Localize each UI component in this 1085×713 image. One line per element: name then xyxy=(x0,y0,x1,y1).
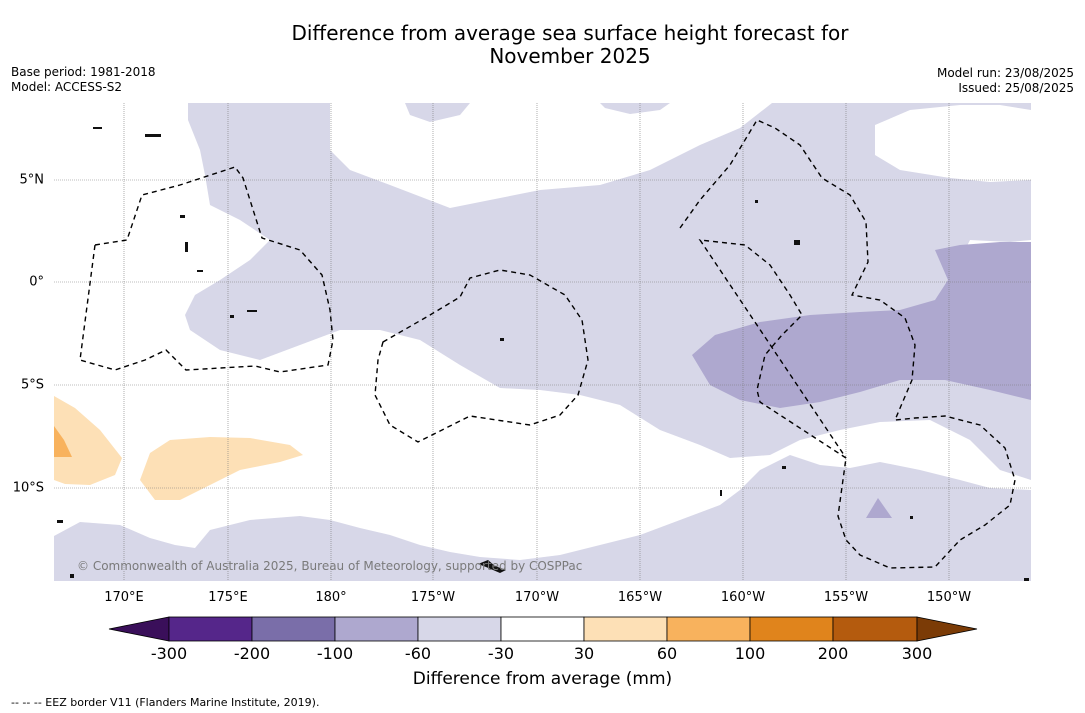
anomaly-region-light-purple xyxy=(405,103,470,122)
longitude-label: 170°W xyxy=(514,590,560,605)
longitude-label: 160°W xyxy=(720,590,766,605)
model-name: Model: ACCESS-S2 xyxy=(11,80,123,94)
colorbar-segment xyxy=(500,616,585,642)
colorbar-segment xyxy=(583,616,668,642)
base-period: Base period: 1981-2018 xyxy=(11,65,156,79)
map-panel xyxy=(54,103,1031,581)
issued-date: Issued: 25/08/2025 xyxy=(958,81,1074,95)
anomaly-region-medium-purple xyxy=(866,498,892,518)
eez-footnote: -- -- -- EEZ border V11 (Flanders Marine… xyxy=(11,696,320,709)
title-line-1: Difference from average sea surface heig… xyxy=(291,21,849,45)
colorbar-tick-label: -60 xyxy=(404,644,432,663)
colorbar-tick-label: -300 xyxy=(150,644,188,663)
colorbar-tick-label: -30 xyxy=(487,644,515,663)
anomaly-region-neutral xyxy=(875,105,1031,182)
anomaly-region-orange xyxy=(54,426,72,457)
colorbar-tick-label: -200 xyxy=(233,644,271,663)
latitude-label: 5°N xyxy=(19,172,45,188)
colorbar-segment xyxy=(251,616,336,642)
colorbar-segment xyxy=(832,616,918,642)
colorbar-tick-label: -100 xyxy=(316,644,354,663)
latitude-label: 10°S xyxy=(12,480,44,496)
colorbar-segment xyxy=(417,616,502,642)
longitude-label: 170°E xyxy=(104,590,144,605)
latitude-label: 5°S xyxy=(20,377,44,393)
colorbar-extend-min xyxy=(108,616,170,642)
colorbar-segment xyxy=(749,616,834,642)
latitude-label: 0° xyxy=(29,274,44,290)
eez-borders xyxy=(79,119,1016,569)
title-line-2: November 2025 xyxy=(489,44,651,68)
longitude-label: 175°W xyxy=(410,590,456,605)
chart-title: Difference from average sea surface heig… xyxy=(0,22,1085,68)
longitude-label: 180° xyxy=(315,590,347,605)
run-info: Model run: 23/08/2025 Issued: 25/08/2025 xyxy=(937,66,1074,96)
colorbar-segment xyxy=(666,616,751,642)
model-run-date: Model run: 23/08/2025 xyxy=(936,66,1074,80)
colorbar xyxy=(108,616,978,642)
longitude-label: 175°E xyxy=(208,590,248,605)
anomaly-region-light-purple xyxy=(600,103,670,114)
longitude-label: 155°W xyxy=(823,590,869,605)
island-markers xyxy=(57,127,1029,581)
longitude-label: 150°W xyxy=(926,590,972,605)
longitude-label: 165°W xyxy=(617,590,663,605)
colorbar-segment xyxy=(334,616,419,642)
colorbar-tick-label: 300 xyxy=(901,644,933,663)
base-model-info: Base period: 1981-2018 Model: ACCESS-S2 xyxy=(11,65,156,95)
copyright-notice: © Commonwealth of Australia 2025, Bureau… xyxy=(77,559,583,573)
colorbar-segment xyxy=(168,616,253,642)
anomaly-region-light-orange xyxy=(140,437,303,500)
colorbar-tick-label: 100 xyxy=(734,644,766,663)
colorbar-tick-label: 200 xyxy=(817,644,849,663)
anomaly-region-medium-purple xyxy=(692,242,1031,408)
colorbar-tick-label: 30 xyxy=(573,644,595,663)
anomaly-region-light-orange xyxy=(54,396,122,485)
colorbar-title: Difference from average (mm) xyxy=(412,669,673,689)
colorbar-tick-label: 60 xyxy=(656,644,678,663)
anomaly-region-light-purple xyxy=(54,455,1031,581)
graticule xyxy=(54,103,1031,581)
colorbar-extend-max xyxy=(916,616,978,642)
